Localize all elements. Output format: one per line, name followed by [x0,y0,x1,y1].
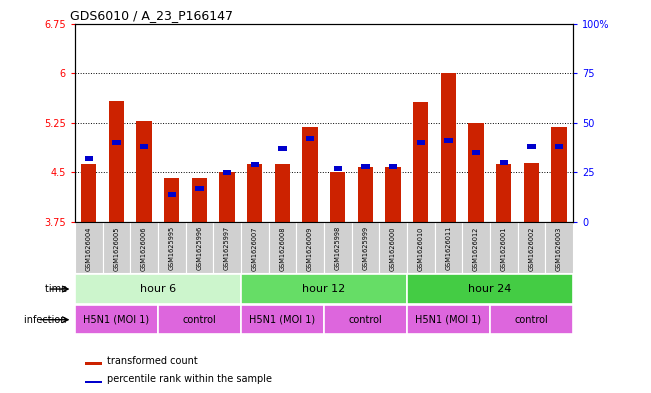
Bar [167,192,176,197]
Bar [324,222,352,273]
Text: H5N1 (MOI 1): H5N1 (MOI 1) [415,315,482,325]
Bar [333,166,342,171]
Bar [251,162,259,167]
Bar [275,165,290,222]
Text: hour 6: hour 6 [140,284,176,294]
Text: hour 24: hour 24 [468,284,512,294]
Text: control: control [348,315,382,325]
Text: GSM1626012: GSM1626012 [473,226,479,270]
Bar [441,73,456,222]
Bar [496,165,511,222]
Text: GSM1625995: GSM1625995 [169,226,174,270]
Text: GSM1626011: GSM1626011 [445,226,451,270]
Text: control: control [182,315,216,325]
Text: GSM1626001: GSM1626001 [501,226,506,270]
Text: control: control [514,315,548,325]
Bar [385,167,400,222]
Text: GSM1626006: GSM1626006 [141,226,147,271]
Bar [75,274,241,304]
Bar [524,163,539,222]
Bar [278,146,286,151]
Text: GSM1626005: GSM1626005 [113,226,119,271]
Text: H5N1 (MOI 1): H5N1 (MOI 1) [83,315,150,325]
Text: transformed count: transformed count [107,356,198,366]
Text: GSM1626004: GSM1626004 [86,226,92,271]
Bar [361,164,370,169]
Bar [192,178,207,222]
Bar [75,222,103,273]
Text: GSM1626003: GSM1626003 [556,226,562,270]
Bar [296,222,324,273]
Bar [472,150,480,155]
Bar [140,144,148,149]
Bar [85,156,93,161]
Bar [241,274,407,304]
Bar [112,140,120,145]
Bar [469,123,484,222]
Bar [435,222,462,273]
Text: GSM1625997: GSM1625997 [224,226,230,270]
Text: GDS6010 / A_23_P166147: GDS6010 / A_23_P166147 [70,9,233,22]
Bar [417,140,425,145]
Bar [352,222,379,273]
Bar [407,222,435,273]
Bar [303,127,318,222]
Text: hour 12: hour 12 [302,284,346,294]
Text: GSM1626008: GSM1626008 [279,226,285,271]
Text: GSM1625996: GSM1625996 [197,226,202,270]
Bar [407,305,490,334]
Bar [379,222,407,273]
Text: infection: infection [24,315,70,325]
Text: percentile rank within the sample: percentile rank within the sample [107,375,272,384]
Bar [330,173,345,222]
Text: GSM1626007: GSM1626007 [252,226,258,271]
Bar [195,186,204,191]
Bar [490,305,573,334]
Bar [223,170,231,175]
Bar [545,222,573,273]
Bar [324,305,407,334]
Bar [241,222,269,273]
Text: GSM1626000: GSM1626000 [390,226,396,271]
Bar [407,274,573,304]
Bar [241,305,324,334]
Text: GSM1626010: GSM1626010 [418,226,424,270]
Bar [462,222,490,273]
Text: H5N1 (MOI 1): H5N1 (MOI 1) [249,315,316,325]
Bar [186,222,213,273]
Text: GSM1626009: GSM1626009 [307,226,313,270]
Bar [527,144,536,149]
Bar [555,144,563,149]
Bar [81,165,96,222]
Bar [85,362,102,365]
Bar [213,222,241,273]
Bar [358,167,373,222]
Bar [103,222,130,273]
Bar [247,165,262,222]
Bar [130,222,158,273]
Bar [444,138,452,143]
Bar [518,222,545,273]
Bar [85,381,102,383]
Text: GSM1625999: GSM1625999 [363,226,368,270]
Text: time: time [45,284,70,294]
Bar [158,305,241,334]
Bar [551,127,566,222]
Bar [158,222,186,273]
Bar [268,222,296,273]
Text: GSM1625998: GSM1625998 [335,226,340,270]
Bar [219,173,234,222]
Bar [499,160,508,165]
Bar [164,178,179,222]
Bar [109,101,124,222]
Bar [75,305,158,334]
Bar [490,222,518,273]
Text: GSM1626002: GSM1626002 [529,226,534,271]
Bar [137,121,152,222]
Bar [389,164,397,169]
Bar [306,136,314,141]
Bar [413,102,428,222]
